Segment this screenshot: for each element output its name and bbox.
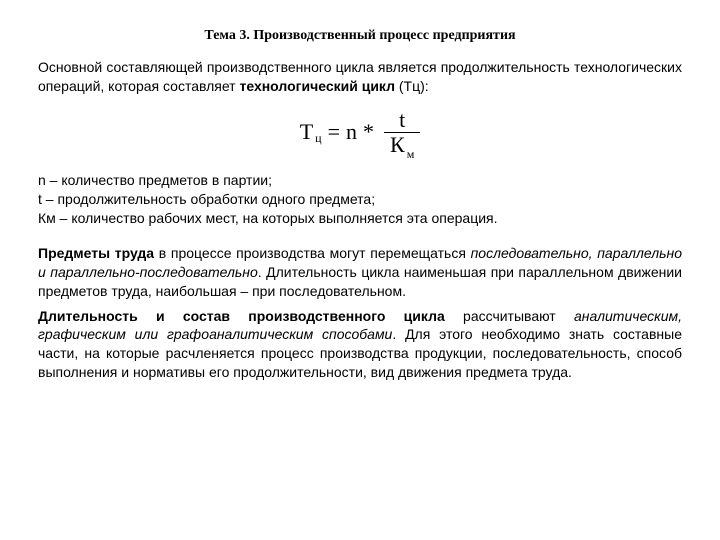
formula-n: n [346,119,357,145]
formula-block: Т ц = n * t Км [38,108,682,157]
formula-numerator: t [393,108,411,132]
definitions-list: n – количество предметов в партии; t – п… [38,171,682,228]
definition-n: n – количество предметов в партии; [38,171,682,190]
p3-text-1: рассчитывают [445,308,574,324]
formula-den-sub: м [407,147,415,161]
definition-km: Км – количество рабочих мест, на которых… [38,209,682,228]
intro-bold: технологический цикл [239,78,395,94]
formula-lhs-base: Т [300,119,313,145]
formula-equals: = [328,119,340,145]
formula-star: * [363,119,374,145]
intro-paragraph: Основной составляющей производственного … [38,58,682,96]
p2-text-1: в процессе производства могут перемещать… [154,245,471,261]
p2-bold: Предметы труда [38,245,154,261]
definition-t: t – продолжительность обработки одного п… [38,190,682,209]
document-page: Тема 3. Производственный процесс предпри… [0,0,720,408]
page-title: Тема 3. Производственный процесс предпри… [38,28,682,44]
intro-text-2: (Тц): [395,78,429,94]
formula-lhs-sub: ц [315,131,321,146]
p3-bold: Длительность и состав производственного … [38,308,445,324]
formula-denominator: Км [384,133,420,157]
formula-den-base: К [390,132,405,157]
paragraph-2: Предметы труда в процессе производства м… [38,244,682,301]
formula-fraction: t Км [384,108,420,157]
paragraph-3: Длительность и состав производственного … [38,307,682,383]
